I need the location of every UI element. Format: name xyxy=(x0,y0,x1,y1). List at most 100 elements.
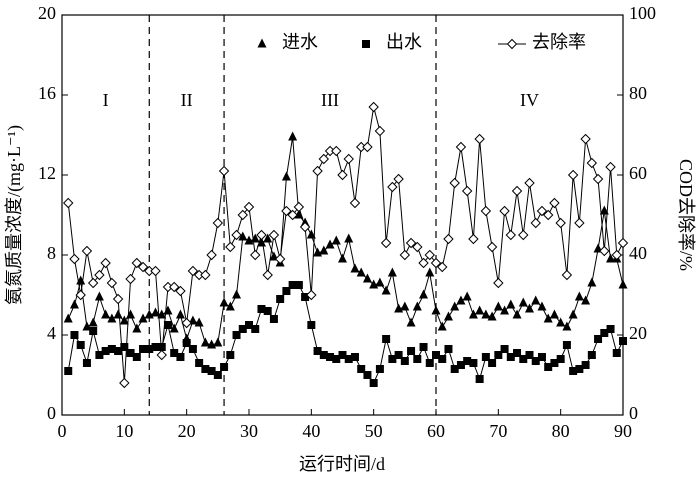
marker-square xyxy=(294,281,303,289)
x-tick-label: 80 xyxy=(552,421,570,441)
marker-diamond xyxy=(250,249,261,261)
marker-diamond xyxy=(617,237,629,249)
marker-diamond xyxy=(555,217,566,229)
x-tick-label: 0 xyxy=(58,421,67,441)
marker-triangle xyxy=(132,323,142,333)
marker-diamond xyxy=(212,217,224,229)
marker-square xyxy=(438,355,447,363)
marker-diamond xyxy=(455,141,467,153)
marker-square xyxy=(587,351,596,359)
marker-triangle xyxy=(406,317,416,327)
marker-diamond xyxy=(561,269,573,281)
marker-triangle xyxy=(549,309,559,319)
marker-diamond xyxy=(306,289,317,301)
marker-diamond xyxy=(231,229,242,241)
marker-triangle xyxy=(568,309,578,319)
marker-square xyxy=(201,365,210,373)
legend-marker xyxy=(257,38,267,48)
marker-square xyxy=(95,351,104,359)
marker-square xyxy=(238,325,247,333)
y-tick-label: 8 xyxy=(47,243,56,263)
marker-square xyxy=(450,365,459,373)
marker-square xyxy=(276,295,285,303)
x-axis-label: 运行时间/d xyxy=(299,454,385,474)
y2-axis-label: COD去除率/% xyxy=(676,159,696,271)
marker-square xyxy=(375,365,384,373)
marker-square xyxy=(188,345,197,353)
marker-square xyxy=(594,335,603,343)
marker-square xyxy=(432,351,440,359)
marker-square xyxy=(463,357,472,365)
marker-square xyxy=(619,337,627,345)
marker-diamond xyxy=(218,165,230,177)
marker-triangle xyxy=(126,309,136,319)
marker-triangle xyxy=(331,235,341,245)
y-tick-label: 16 xyxy=(38,83,56,103)
marker-diamond xyxy=(580,133,591,145)
marker-diamond xyxy=(150,265,161,277)
marker-diamond xyxy=(206,249,217,261)
marker-triangle xyxy=(562,321,572,331)
marker-square xyxy=(612,349,621,357)
x-tick-label: 60 xyxy=(427,421,445,441)
marker-square xyxy=(475,375,484,383)
marker-triangle xyxy=(525,303,534,313)
marker-diamond xyxy=(274,253,286,265)
marker-diamond xyxy=(94,269,105,281)
marker-square xyxy=(444,345,453,353)
marker-square xyxy=(394,351,403,359)
marker-diamond xyxy=(549,197,560,209)
marker-triangle xyxy=(200,337,210,347)
marker-triangle xyxy=(475,305,485,315)
marker-diamond xyxy=(430,257,442,269)
marker-diamond xyxy=(574,217,585,229)
x-tick-label: 20 xyxy=(178,421,196,441)
marker-diamond xyxy=(175,285,186,297)
marker-diamond xyxy=(137,261,149,273)
marker-triangle xyxy=(169,323,179,333)
marker-diamond xyxy=(468,233,479,245)
marker-square xyxy=(301,293,310,301)
marker-diamond xyxy=(605,161,616,173)
marker-square xyxy=(506,353,515,361)
marker-diamond xyxy=(262,269,273,281)
x-tick-label: 50 xyxy=(365,421,383,441)
marker-diamond xyxy=(299,221,311,233)
marker-square xyxy=(89,327,98,335)
marker-diamond xyxy=(112,293,124,305)
marker-diamond xyxy=(362,141,373,153)
marker-square xyxy=(500,345,509,353)
marker-triangle xyxy=(400,301,410,311)
plot-frame xyxy=(61,14,624,416)
marker-square xyxy=(425,359,434,367)
marker-square xyxy=(288,281,297,289)
marker-triangle xyxy=(462,291,472,301)
x-tick-label: 90 xyxy=(614,421,632,441)
marker-triangle xyxy=(157,309,167,319)
marker-triangle xyxy=(119,315,129,325)
marker-square xyxy=(544,363,553,371)
marker-square xyxy=(407,347,416,355)
marker-triangle xyxy=(338,253,347,263)
marker-diamond xyxy=(592,173,604,185)
marker-square xyxy=(269,315,278,323)
marker-triangle xyxy=(138,313,148,323)
marker-square xyxy=(64,367,73,375)
marker-diamond xyxy=(505,229,517,241)
marker-triangle xyxy=(163,305,173,315)
marker-triangle xyxy=(443,311,453,321)
marker-diamond xyxy=(486,241,498,253)
marker-square xyxy=(456,361,465,369)
marker-square xyxy=(469,359,478,367)
x-tick-label: 70 xyxy=(489,421,507,441)
marker-square xyxy=(101,347,110,355)
y-tick-label: 20 xyxy=(38,3,56,23)
marker-square xyxy=(257,305,266,313)
marker-triangle xyxy=(581,295,591,305)
marker-diamond xyxy=(405,237,417,249)
marker-diamond xyxy=(331,145,342,157)
marker-diamond xyxy=(312,165,323,177)
marker-diamond xyxy=(318,153,330,165)
marker-triangle xyxy=(263,233,273,243)
